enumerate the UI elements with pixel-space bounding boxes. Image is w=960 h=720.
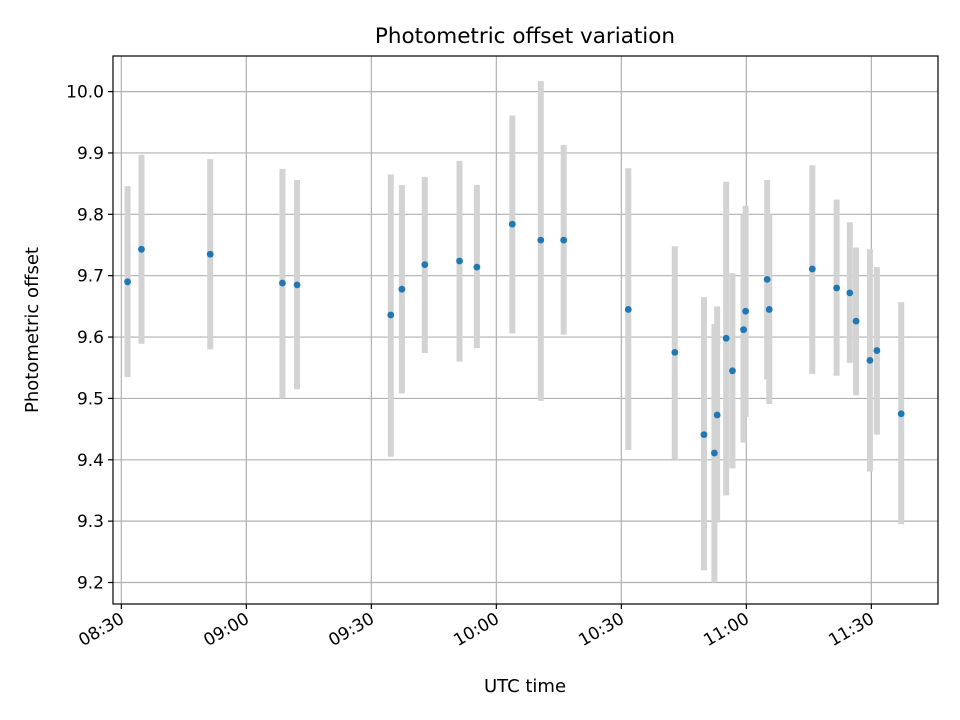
data-point — [866, 356, 874, 364]
data-point — [852, 317, 860, 325]
data-point — [740, 326, 747, 334]
data-point — [624, 306, 632, 313]
data-point — [508, 220, 516, 228]
data-point — [765, 306, 773, 313]
data-point — [846, 289, 854, 297]
data-points — [124, 220, 905, 457]
y-axis-label: Photometric offset — [22, 247, 43, 413]
data-point — [387, 311, 395, 319]
data-point — [873, 347, 881, 354]
y-tick-label: 9.5 — [77, 389, 104, 409]
data-point — [722, 334, 730, 342]
data-point — [293, 281, 301, 289]
data-point — [671, 348, 679, 356]
data-point — [537, 236, 545, 244]
data-point — [700, 431, 708, 439]
y-tick-label: 9.4 — [77, 451, 104, 471]
data-point — [206, 250, 214, 258]
data-point — [560, 236, 568, 244]
data-point — [124, 278, 131, 286]
y-tick-label: 9.3 — [77, 512, 104, 532]
data-point — [713, 411, 721, 419]
data-point — [710, 449, 718, 457]
plot-frame — [112, 55, 939, 605]
data-point — [456, 257, 463, 265]
data-point — [833, 284, 841, 292]
data-point — [138, 245, 145, 253]
y-tick-label: 9.7 — [77, 267, 104, 287]
data-point — [763, 275, 771, 283]
data-point — [279, 279, 286, 287]
data-point — [742, 307, 750, 315]
y-tick-label: 9.2 — [77, 574, 104, 594]
chart-title: Photometric offset variation — [375, 24, 675, 49]
data-point — [421, 261, 429, 269]
y-tick-label: 9.6 — [77, 328, 104, 348]
y-tick-label: 9.9 — [77, 144, 104, 164]
y-tick-label: 10.0 — [66, 83, 104, 103]
data-point — [897, 410, 905, 418]
data-point — [729, 367, 736, 375]
data-point — [808, 265, 816, 273]
data-point — [473, 263, 481, 271]
y-tick-label: 9.8 — [77, 205, 104, 225]
y-axis-ticks: 9.2 9.3 9.4 9.5 9.6 9.7 9.8 9.9 10.0 — [66, 83, 113, 594]
data-point — [398, 285, 406, 293]
x-axis-label: UTC time — [484, 676, 566, 697]
